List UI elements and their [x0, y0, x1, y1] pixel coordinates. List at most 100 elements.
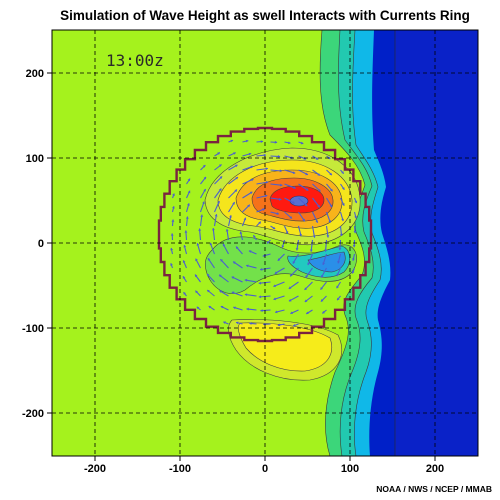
current-vector-head	[219, 176, 223, 179]
current-vector-head	[249, 322, 252, 325]
current-vector-head	[290, 311, 293, 314]
current-vector-head	[337, 260, 340, 264]
current-vector-head	[285, 231, 289, 234]
current-vector-head	[207, 274, 210, 277]
current-vector-head	[342, 203, 345, 206]
current-vector-head	[351, 270, 355, 274]
current-vector-head	[207, 290, 210, 293]
current-vector-head	[330, 188, 333, 192]
current-vector-head	[231, 276, 235, 280]
current-vector-head	[170, 263, 173, 266]
current-vector-head	[299, 233, 302, 237]
current-vector-head	[292, 171, 296, 174]
ytick-label: 0	[38, 238, 44, 250]
current-vector-head	[305, 172, 308, 176]
current-vector-head	[230, 139, 233, 143]
current-vector-head	[324, 249, 328, 252]
current-vector-head	[253, 235, 256, 238]
current-vector-head	[235, 177, 238, 180]
current-vector-head	[217, 201, 220, 204]
current-vector-head	[302, 218, 305, 222]
current-vector-head	[200, 214, 204, 217]
current-vector-head	[233, 306, 236, 310]
current-vector-head	[288, 286, 292, 289]
current-vector-head	[262, 254, 266, 257]
current-vector-head	[234, 189, 237, 193]
current-vector-head	[236, 321, 239, 325]
current-vector-head	[223, 321, 226, 324]
current-vector-head	[222, 243, 226, 247]
current-vector-head	[208, 306, 212, 309]
current-vector-head	[212, 228, 215, 231]
mid-band-green	[204, 236, 357, 294]
current-vector-head	[172, 206, 175, 209]
current-vector-head	[244, 278, 248, 282]
current-vector-head	[329, 204, 333, 208]
current-vector-head	[304, 299, 308, 302]
current-vector-head	[248, 152, 252, 156]
current-vector-head	[260, 267, 263, 271]
current-vector-head	[258, 221, 261, 225]
current-vector-head	[250, 165, 253, 169]
current-vector-head	[289, 216, 292, 219]
current-vector-head	[336, 285, 339, 289]
plot-area: 13:00z	[52, 30, 478, 456]
current-vector-head	[300, 141, 304, 145]
xtick-label: 0	[262, 463, 268, 475]
current-vector-head	[274, 140, 278, 144]
current-vector-head	[353, 230, 357, 234]
current-ring-boundary	[157, 126, 373, 343]
current-vector-head	[266, 241, 270, 244]
current-vector-head	[272, 226, 276, 230]
current-vector-head	[274, 271, 278, 274]
current-vector-head	[281, 245, 285, 248]
current-vector-head	[280, 183, 283, 187]
current-vector-head	[260, 309, 263, 312]
current-vector-head	[225, 229, 229, 232]
current-vector-head	[277, 258, 281, 261]
current-vector-head	[293, 186, 296, 189]
current-vector-head	[195, 290, 198, 294]
current-vector-head	[352, 245, 356, 248]
current-vector-head	[304, 287, 308, 290]
credit-label: NOAA / NWS / NCEP / MMAB	[376, 484, 492, 494]
current-vector-head	[258, 281, 261, 285]
current-vector-head	[183, 245, 187, 248]
current-vector-head	[207, 258, 211, 261]
current-vector-head	[195, 258, 198, 262]
current-vector-head	[203, 176, 206, 180]
current-vector-head	[320, 287, 323, 290]
xtick-label: 200	[426, 463, 444, 475]
current-vector-head	[219, 290, 222, 293]
ytick-label: -200	[22, 408, 44, 420]
current-vector-head	[219, 274, 222, 278]
current-vector-head	[246, 307, 249, 311]
current-vector-head	[322, 262, 326, 265]
xtick-label: -200	[84, 463, 106, 475]
current-vector-head	[229, 215, 232, 218]
current-vector-head	[170, 233, 174, 236]
xtick-label: 100	[341, 463, 359, 475]
current-vector-head	[317, 189, 321, 192]
current-vector-head	[195, 274, 198, 278]
current-vector-head	[243, 217, 247, 221]
current-vector-head	[341, 171, 344, 174]
current-vector-head	[209, 242, 213, 246]
current-vector-head	[354, 216, 357, 219]
current-vector-head	[273, 297, 276, 301]
current-vector-head	[326, 235, 330, 238]
current-vector-head	[288, 298, 292, 302]
grid-lines	[52, 30, 478, 456]
current-vector-head	[264, 194, 268, 198]
current-vector-head	[279, 169, 282, 173]
current-vector-head	[187, 203, 190, 206]
timestamp-label: 13:00z	[106, 51, 164, 70]
chart-title: Simulation of Wave Height as swell Inter…	[60, 8, 470, 23]
current-vector-head	[219, 164, 222, 167]
current-vector-head	[279, 197, 282, 201]
current-vector-head	[337, 297, 340, 301]
current-vector-head	[187, 190, 191, 194]
current-vectors	[170, 139, 358, 327]
current-vector-head	[354, 200, 358, 204]
